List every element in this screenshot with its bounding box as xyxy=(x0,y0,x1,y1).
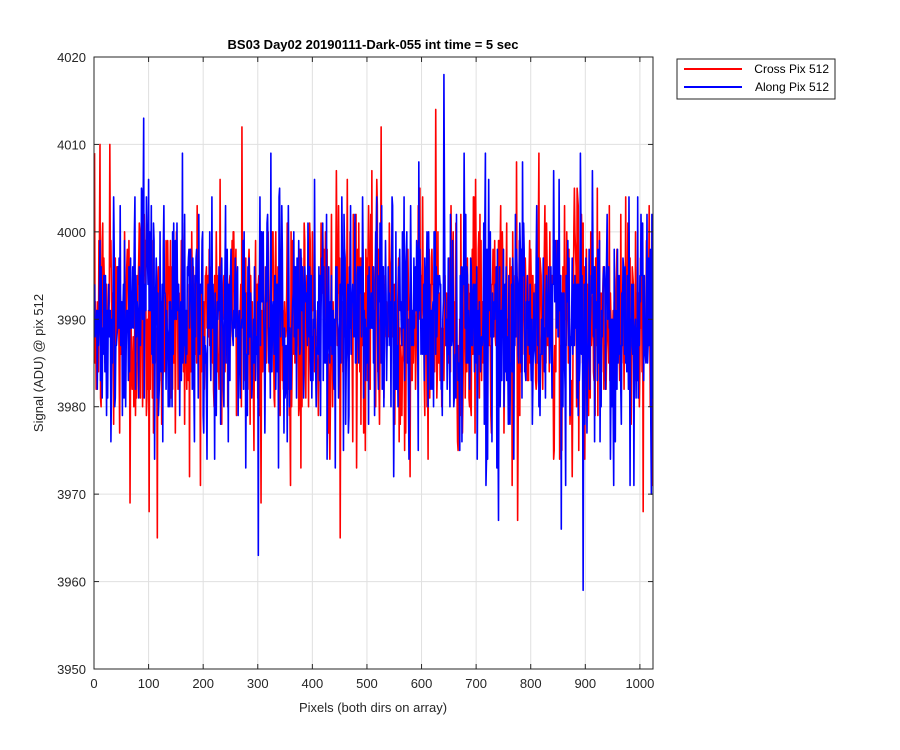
chart-title: BS03 Day02 20190111-Dark-055 int time = … xyxy=(228,37,519,52)
x-tick-label: 800 xyxy=(520,676,542,691)
plot-data-layer xyxy=(94,73,653,592)
x-tick-label: 1000 xyxy=(625,676,654,691)
legend-label-cross: Cross Pix 512 xyxy=(754,62,829,76)
y-tick-label: 4000 xyxy=(57,225,86,240)
y-tick-label: 4010 xyxy=(57,137,86,152)
x-tick-label: 200 xyxy=(192,676,214,691)
y-tick-label: 3990 xyxy=(57,312,86,327)
plot-area-border xyxy=(93,56,654,670)
y-tick-label: 3950 xyxy=(57,662,86,677)
x-axis-label: Pixels (both dirs on array) xyxy=(299,700,447,715)
x-tick-label: 700 xyxy=(465,676,487,691)
x-tick-label: 400 xyxy=(302,676,324,691)
y-tick-label: 3980 xyxy=(57,400,86,415)
x-tick-label: 300 xyxy=(247,676,269,691)
x-tick-label: 900 xyxy=(574,676,596,691)
series-layer xyxy=(94,73,653,592)
legend[interactable]: Cross Pix 512 Along Pix 512 xyxy=(676,58,836,100)
y-tick-label: 3960 xyxy=(57,575,86,590)
legend-box xyxy=(676,58,836,100)
y-tick-label: 3970 xyxy=(57,487,86,502)
y-axis-label: Signal (ADU) @ pix 512 xyxy=(31,294,46,432)
x-tick-label: 0 xyxy=(90,676,97,691)
x-tick-label: 600 xyxy=(411,676,433,691)
series-line-along-pix-512 xyxy=(94,73,653,592)
tick-layer: 0 100 200 300 400 500 600 700 800 900 1000 3950 3960… xyxy=(57,50,654,691)
legend-label-along: Along Pix 512 xyxy=(755,80,829,94)
y-tick-label: 4020 xyxy=(57,50,86,65)
x-tick-label: 500 xyxy=(356,676,378,691)
x-tick-label: 100 xyxy=(138,676,160,691)
